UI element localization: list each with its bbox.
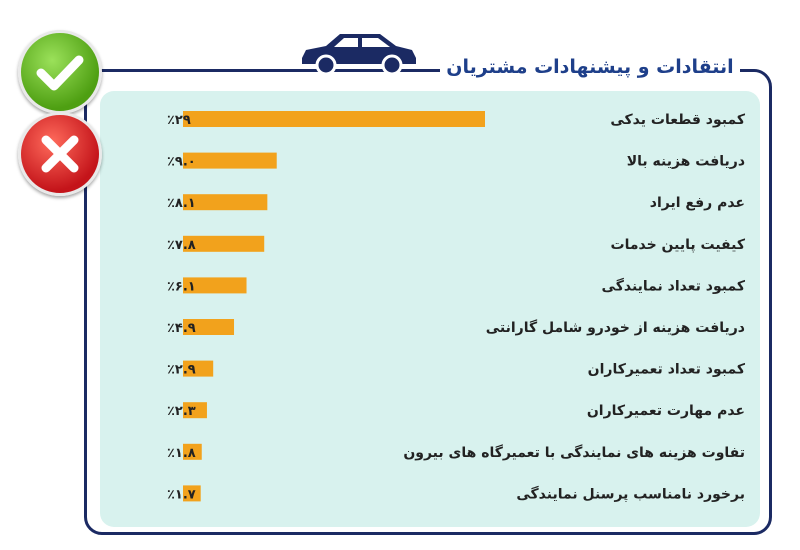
- category-label: برخورد نامناسب پرسنل نمایندگی: [516, 485, 745, 502]
- cross-icon: [41, 135, 79, 173]
- bar: [183, 485, 201, 502]
- category-label: دریافت هزینه از خودرو شامل گارانتی: [486, 319, 745, 336]
- bar: [183, 194, 268, 211]
- value-label: ٪۴.۹: [167, 321, 196, 336]
- value-label: ٪۹.۰: [167, 155, 196, 170]
- check-icon: [36, 55, 84, 91]
- category-label: تفاوت هزینه های نمایندگی با تعمیرگاه های…: [403, 444, 745, 461]
- value-label: ٪۶.۱: [167, 279, 196, 294]
- value-label: ٪۲.۳: [167, 404, 196, 419]
- bar: [183, 277, 247, 294]
- category-label: عدم مهارت تعمیرکاران: [587, 403, 745, 419]
- category-label: کمبود تعداد تعمیرکاران: [588, 362, 746, 378]
- check-badge: [18, 30, 102, 114]
- category-label: کمبود تعداد نمایندگی: [602, 277, 746, 294]
- category-label: عدم رفع ایراد: [650, 195, 745, 211]
- bar: [183, 111, 485, 127]
- category-label: کیفیت پایین خدمات: [611, 237, 746, 253]
- value-label: ٪۷.۸: [167, 238, 196, 253]
- value-label: ٪۲۹: [167, 113, 191, 128]
- category-label: دریافت هزینه بالا: [627, 154, 745, 170]
- bar: [183, 152, 277, 169]
- bar: [183, 235, 265, 252]
- value-label: ٪۱.۷: [167, 487, 196, 502]
- value-label: ٪۸.۱: [167, 196, 196, 211]
- bar: [183, 443, 202, 460]
- bar: [183, 319, 235, 335]
- car-icon: [302, 34, 416, 76]
- value-label: ٪۱.۸: [167, 446, 196, 461]
- value-label: ٪۲.۹: [167, 363, 196, 378]
- chart-title: انتقادات و پیشنهادات مشتریان: [440, 50, 740, 84]
- bar: [183, 360, 214, 377]
- category-label: کمبود قطعات یدکی: [610, 112, 745, 128]
- bar: [183, 402, 207, 419]
- cross-badge: [18, 112, 102, 196]
